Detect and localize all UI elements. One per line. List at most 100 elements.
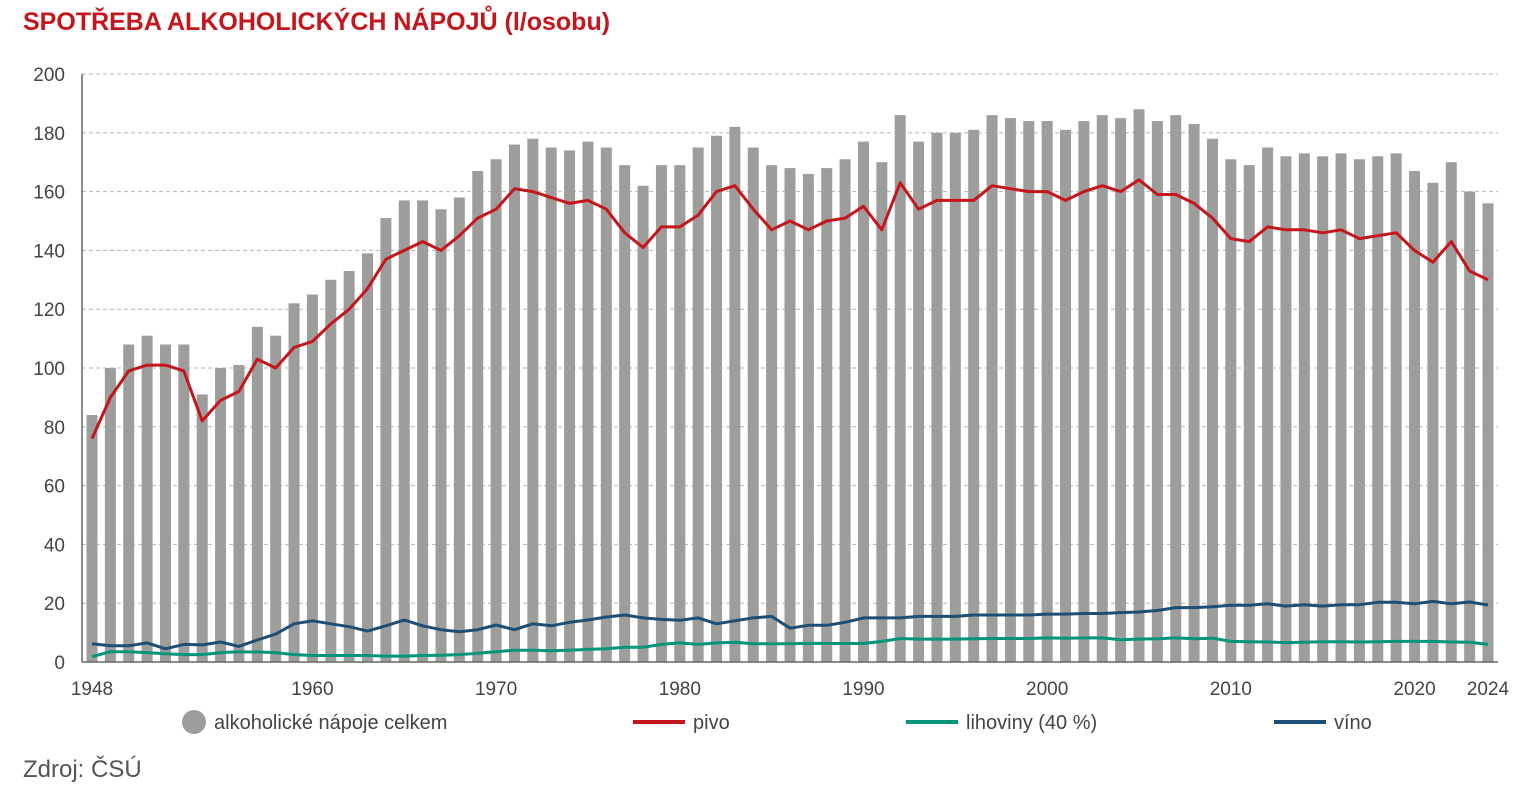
bar-1997 — [986, 115, 998, 662]
bar-1991 — [876, 162, 888, 662]
y-tick-label: 200 — [33, 65, 65, 86]
bar-2021 — [1427, 182, 1439, 662]
bar-1949 — [104, 368, 116, 662]
bar-2022 — [1445, 162, 1457, 662]
bar-1971 — [508, 144, 520, 662]
legend-label: pivo — [693, 712, 730, 734]
bar-1995 — [949, 132, 961, 663]
bar-2017 — [1353, 159, 1365, 662]
bar-1974 — [564, 150, 576, 662]
bar-2005 — [1133, 109, 1145, 662]
bar-1984 — [747, 147, 759, 662]
bar-2015 — [1317, 156, 1329, 662]
bar-2014 — [1298, 153, 1310, 662]
x-tick-label: 1970 — [475, 679, 517, 700]
bar-1948 — [86, 415, 98, 662]
bar-1962 — [343, 270, 355, 662]
bar-2010 — [1225, 159, 1237, 662]
y-tick-label: 80 — [44, 418, 65, 439]
bar-1968 — [453, 197, 465, 663]
bar-1967 — [435, 209, 447, 663]
y-tick-label: 40 — [44, 535, 65, 556]
lihoviny-line — [91, 636, 1489, 659]
bar-1977 — [619, 165, 631, 662]
bar-1951 — [141, 335, 153, 662]
bar-1975 — [582, 141, 594, 662]
bar-1990 — [857, 141, 869, 662]
bar-2012 — [1262, 147, 1274, 662]
bar-1985 — [766, 165, 778, 662]
bar-2004 — [1115, 118, 1127, 663]
bar-2006 — [1151, 121, 1163, 663]
pivo-line — [90, 178, 1489, 440]
x-tick-label: 2024 — [1467, 679, 1510, 700]
chart-title: SPOTŘEBA ALKOHOLICKÝCH NÁPOJŮ (l/osobu) — [23, 8, 611, 36]
vino-line — [91, 599, 1489, 651]
bar-1958 — [270, 335, 282, 662]
y-tick-label: 20 — [44, 594, 65, 615]
bar-1981 — [692, 147, 704, 662]
bar-2016 — [1335, 153, 1347, 662]
bar-1959 — [288, 303, 300, 662]
bar-1963 — [362, 253, 374, 662]
y-tick-label: 100 — [33, 359, 65, 380]
bar-1996 — [968, 129, 980, 663]
bar-1964 — [380, 218, 392, 662]
bar-1980 — [674, 165, 686, 662]
legend-label: víno — [1334, 712, 1372, 734]
bar-2011 — [1243, 165, 1255, 662]
source-note: Zdroj: ČSÚ — [23, 756, 142, 783]
bar-2019 — [1390, 153, 1402, 662]
bar-1956 — [233, 365, 245, 662]
bar-1950 — [123, 344, 135, 662]
bar-1986 — [784, 168, 796, 662]
bar-1983 — [729, 126, 741, 663]
x-tick-label: 1980 — [659, 679, 701, 700]
y-tick-label: 140 — [33, 241, 65, 262]
bar-1998 — [1004, 118, 1016, 663]
legend-label: alkoholické nápoje celkem — [214, 712, 447, 734]
bar-1953 — [178, 344, 190, 662]
bar-1957 — [251, 326, 263, 662]
y-tick-label: 180 — [33, 124, 65, 145]
bar-1952 — [159, 344, 171, 662]
bar-1978 — [637, 185, 649, 662]
y-tick-label: 120 — [33, 300, 65, 321]
bar-2003 — [1096, 115, 1108, 662]
bar-1976 — [600, 147, 612, 662]
bar-1999 — [1023, 121, 1035, 663]
bar-1982 — [711, 135, 723, 663]
bar-2009 — [1206, 138, 1218, 662]
x-tick-label: 1960 — [291, 679, 333, 700]
bar-1955 — [215, 368, 227, 662]
x-tick-label: 1948 — [71, 679, 113, 700]
y-tick-label: 160 — [33, 183, 65, 204]
bar-2013 — [1280, 156, 1292, 662]
bar-1969 — [472, 171, 484, 662]
bar-1954 — [196, 394, 208, 662]
bar-1972 — [527, 138, 539, 662]
x-tick-label: 2000 — [1026, 679, 1068, 700]
bar-1979 — [655, 165, 667, 662]
bar-2018 — [1372, 156, 1384, 662]
bar-2000 — [1041, 121, 1053, 663]
bar-1960 — [306, 294, 318, 662]
x-tick-label: 1990 — [842, 679, 884, 700]
x-tick-label: 2010 — [1210, 679, 1252, 700]
bar-1970 — [490, 159, 502, 662]
bar-2023 — [1464, 191, 1476, 662]
bar-2020 — [1409, 171, 1421, 662]
legend-label: lihoviny (40 %) — [966, 712, 1097, 734]
bar-2024 — [1482, 203, 1494, 663]
y-tick-label: 0 — [54, 653, 65, 674]
bar-1987 — [802, 173, 814, 662]
bar-2002 — [1078, 121, 1090, 663]
bar-1994 — [931, 132, 943, 663]
bar-1966 — [417, 200, 429, 663]
bar-1993 — [913, 141, 925, 662]
bar-1989 — [839, 159, 851, 662]
bar-1973 — [545, 147, 557, 662]
bar-1965 — [398, 200, 410, 663]
legend-bar-marker — [182, 710, 206, 734]
